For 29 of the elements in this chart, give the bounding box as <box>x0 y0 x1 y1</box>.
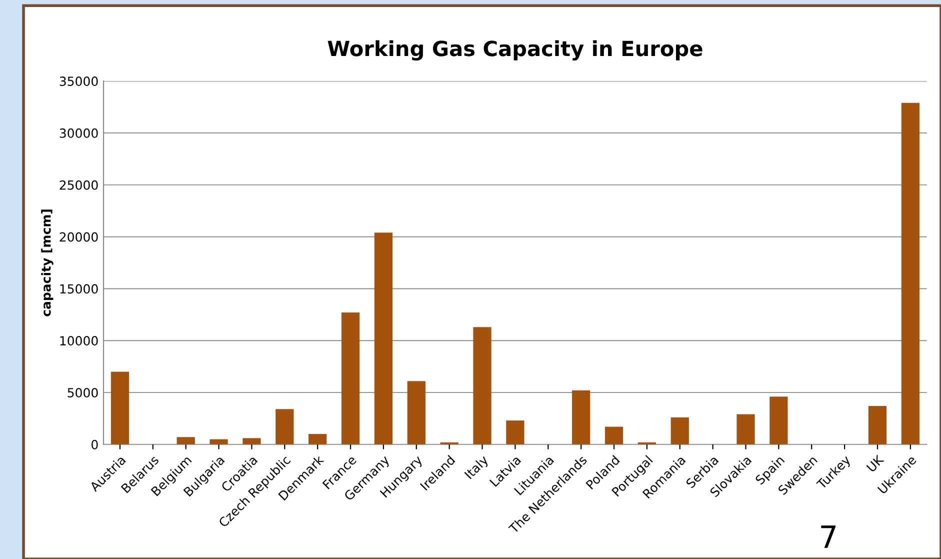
chart-title: Working Gas Capacity in Europe <box>328 40 702 61</box>
bar <box>473 327 492 444</box>
y-tick-label: 0 <box>92 440 98 450</box>
y-tick-label: 35000 <box>60 76 98 86</box>
y-tick-label: 30000 <box>60 128 98 138</box>
bar <box>374 232 393 444</box>
bar <box>572 390 590 444</box>
bar <box>176 437 195 444</box>
bar <box>210 439 228 444</box>
y-tick-label: 15000 <box>60 284 98 294</box>
bar <box>901 102 920 444</box>
bar <box>110 372 130 444</box>
y-tick-label: 10000 <box>60 336 98 346</box>
y-tick-label: 5000 <box>68 388 98 398</box>
y-tick-label: 20000 <box>60 232 98 242</box>
bar <box>770 396 788 444</box>
bar <box>276 409 294 444</box>
text: 7 <box>821 526 836 548</box>
bar <box>604 426 624 444</box>
bar <box>736 414 755 444</box>
y-tick-label: 25000 <box>60 180 98 190</box>
bar <box>242 438 261 444</box>
bar <box>868 406 887 444</box>
bar <box>407 381 426 444</box>
y-axis-title: capacity [mcm] <box>41 210 54 316</box>
bar <box>670 417 689 444</box>
bar <box>341 312 360 444</box>
bar <box>308 434 327 444</box>
bar <box>506 420 524 444</box>
